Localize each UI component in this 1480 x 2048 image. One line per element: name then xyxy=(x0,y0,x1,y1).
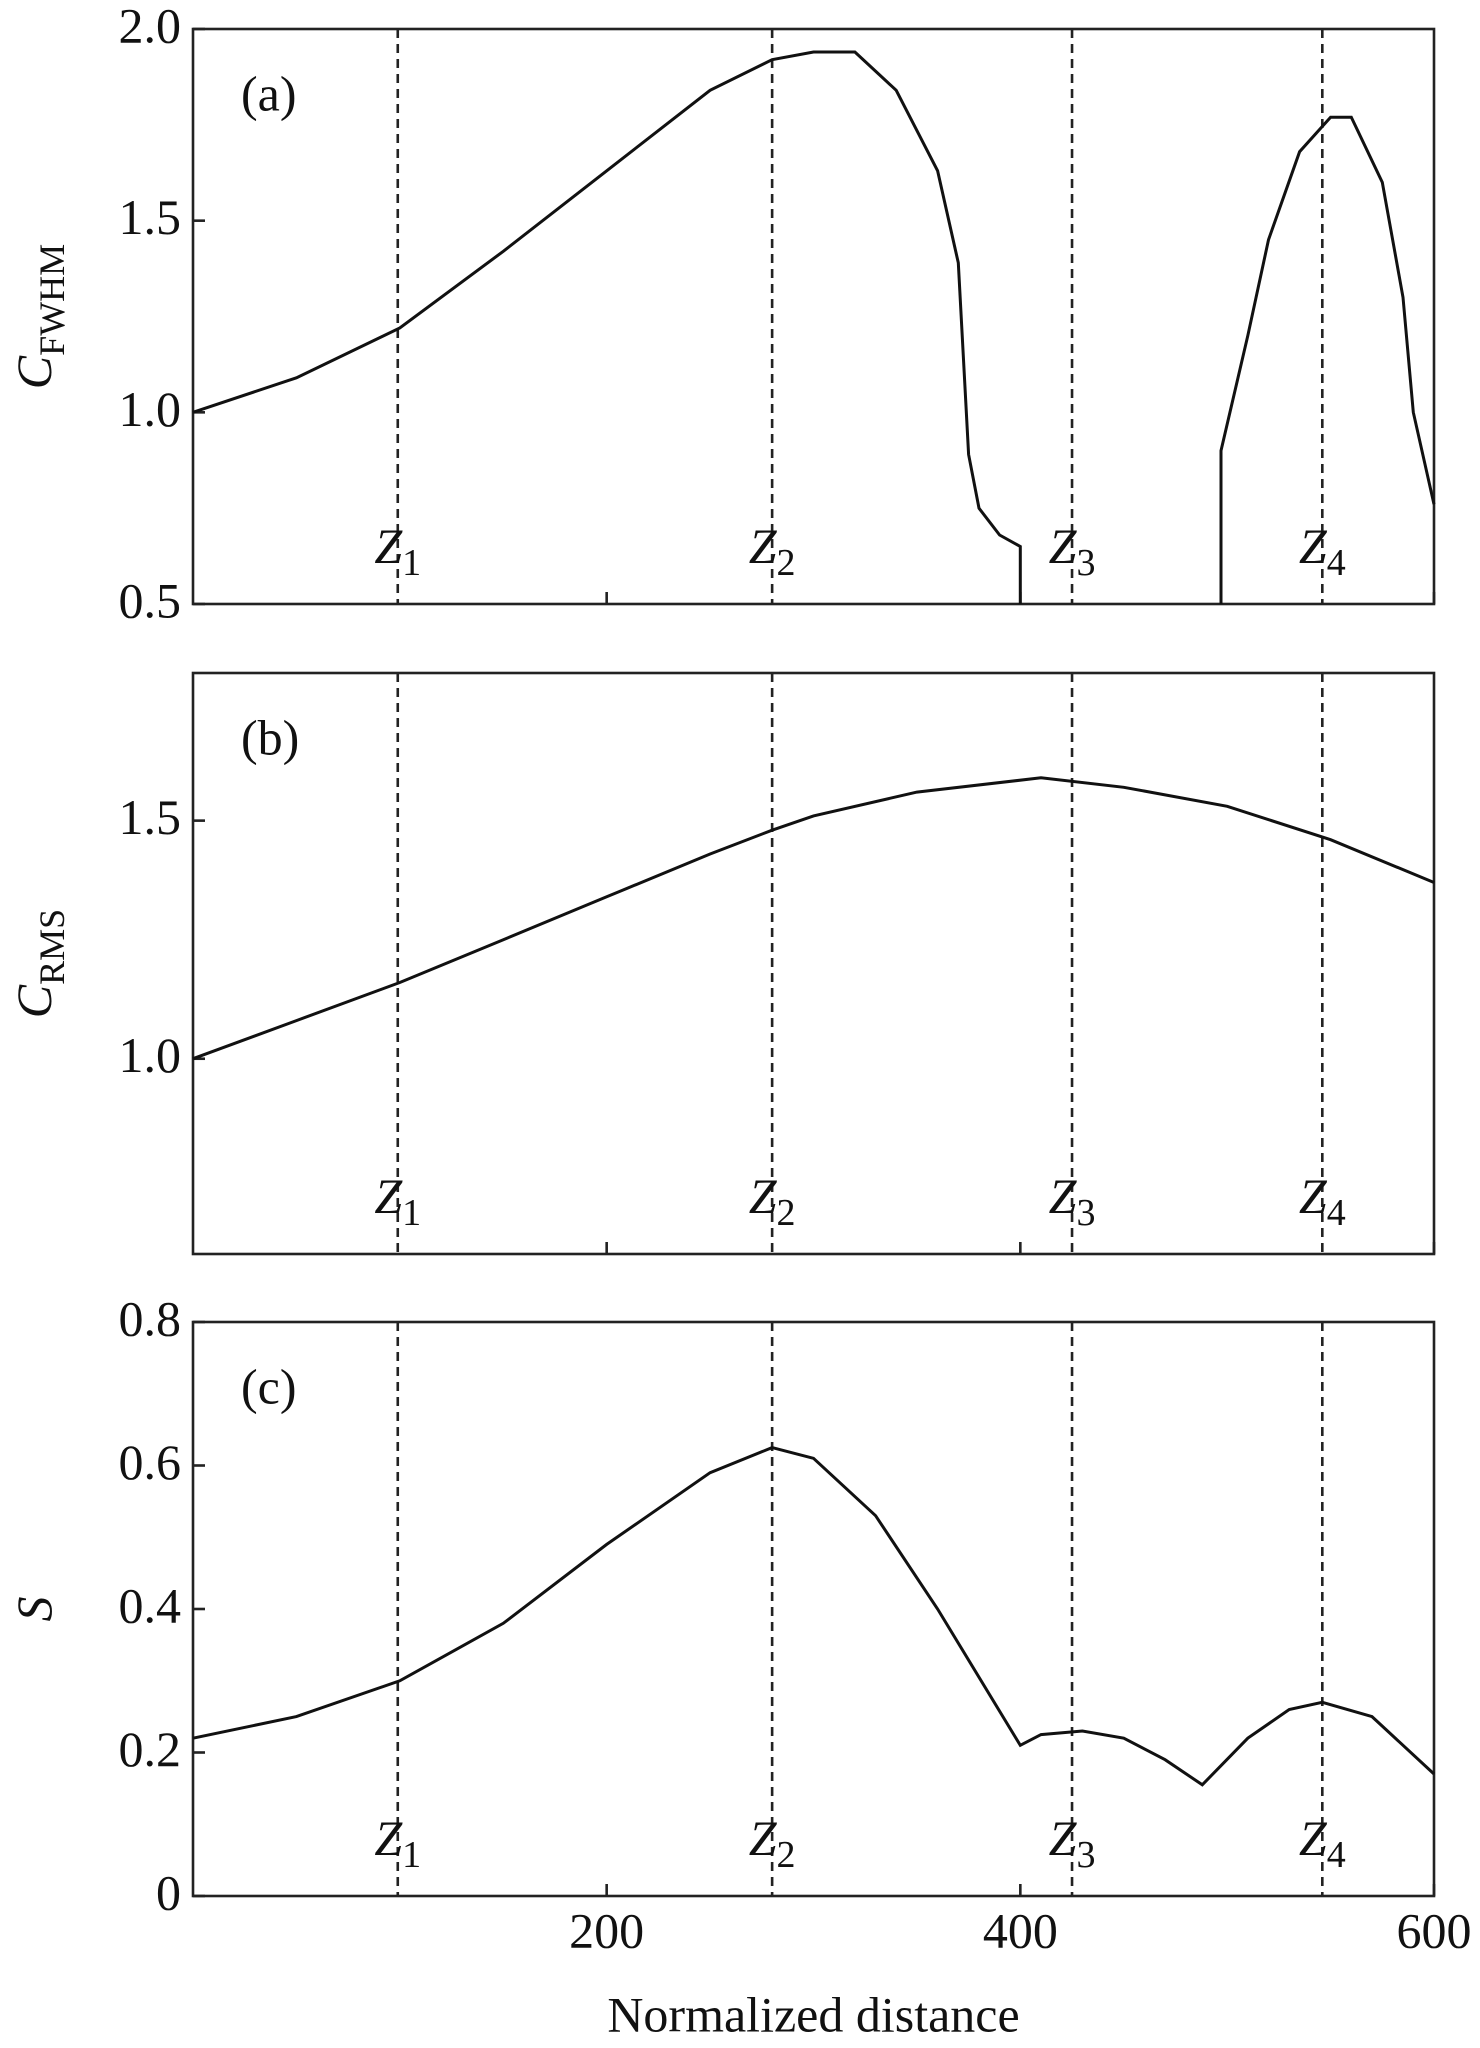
marker-sub: 4 xyxy=(1327,1834,1346,1876)
marker-letter: Z xyxy=(1299,518,1328,574)
marker-letter: Z xyxy=(374,1168,403,1224)
marker-label: Z1 xyxy=(374,1810,421,1875)
y-tick-label: 0.8 xyxy=(119,1290,182,1346)
y-tick-label: 0 xyxy=(156,1864,181,1920)
panel-label: (a) xyxy=(241,65,297,121)
y-axis-label: CFWHM xyxy=(6,244,72,389)
y-tick-label: 1.0 xyxy=(119,381,182,437)
y-tick-label: 1.5 xyxy=(119,789,182,845)
marker-label: Z4 xyxy=(1299,1810,1346,1875)
marker-sub: 1 xyxy=(402,1192,421,1234)
y-tick-label: 0.2 xyxy=(119,1721,182,1777)
x-tick-label: 400 xyxy=(983,1902,1058,1958)
marker-letter: Z xyxy=(1299,1810,1328,1866)
marker-label: Z3 xyxy=(1049,1168,1096,1233)
marker-letter: Z xyxy=(1299,1168,1328,1224)
marker-letter: Z xyxy=(1049,1810,1078,1866)
marker-letter: Z xyxy=(749,1168,778,1224)
marker-label: Z1 xyxy=(374,1168,421,1233)
curve xyxy=(192,50,1436,604)
marker-sub: 3 xyxy=(1076,1834,1095,1876)
y-axis-label-sub: RMS xyxy=(32,909,72,985)
x-axis-label: Normalized distance xyxy=(607,1986,1019,2042)
marker-letter: Z xyxy=(374,518,403,574)
marker-sub: 1 xyxy=(402,1834,421,1876)
marker-letter: Z xyxy=(1049,518,1078,574)
plot-frame xyxy=(191,671,1436,1256)
marker-label: Z2 xyxy=(749,1810,796,1875)
marker-sub: 1 xyxy=(402,542,421,584)
marker-sub: 4 xyxy=(1327,1192,1346,1234)
y-tick-label: 1.5 xyxy=(119,189,182,245)
curve xyxy=(192,776,1435,1061)
y-axis-label-main: S xyxy=(6,1597,62,1622)
panel-label: (c) xyxy=(241,1358,297,1414)
y-tick-label: 0.4 xyxy=(119,1577,182,1633)
marker-letter: Z xyxy=(1049,1168,1078,1224)
marker-label: Z2 xyxy=(749,518,796,583)
y-tick-label: 1.0 xyxy=(119,1027,182,1083)
marker-sub: 2 xyxy=(777,1834,796,1876)
marker-letter: Z xyxy=(749,518,778,574)
marker-letter: Z xyxy=(374,1810,403,1866)
marker-sub: 2 xyxy=(777,1192,796,1234)
marker-sub: 2 xyxy=(777,542,796,584)
marker-label: Z3 xyxy=(1049,518,1096,583)
x-tick-label: 600 xyxy=(1397,1902,1472,1958)
marker-sub: 3 xyxy=(1076,1192,1095,1234)
marker-letter: Z xyxy=(749,1810,778,1866)
y-tick-label: 0.5 xyxy=(119,572,182,628)
y-tick-label: 0.6 xyxy=(119,1434,182,1490)
y-tick-label: 2.0 xyxy=(119,0,182,53)
y-axis-label-main: C xyxy=(6,355,62,389)
x-tick-label: 200 xyxy=(569,1902,644,1958)
plot-frame xyxy=(191,27,1436,606)
marker-sub: 3 xyxy=(1076,542,1095,584)
marker-label: Z3 xyxy=(1049,1810,1096,1875)
marker-label: Z1 xyxy=(374,518,421,583)
marker-sub: 4 xyxy=(1327,542,1346,584)
marker-label: Z4 xyxy=(1299,1168,1346,1233)
marker-label: Z2 xyxy=(749,1168,796,1233)
y-axis-label-main: C xyxy=(6,984,62,1018)
y-axis-label-sub: FWHM xyxy=(32,244,72,356)
y-axis-label: S xyxy=(6,1597,62,1622)
curve xyxy=(192,1446,1436,1787)
y-axis-label: CRMS xyxy=(6,909,72,1018)
marker-label: Z4 xyxy=(1299,518,1346,583)
panel-label: (b) xyxy=(241,709,299,765)
